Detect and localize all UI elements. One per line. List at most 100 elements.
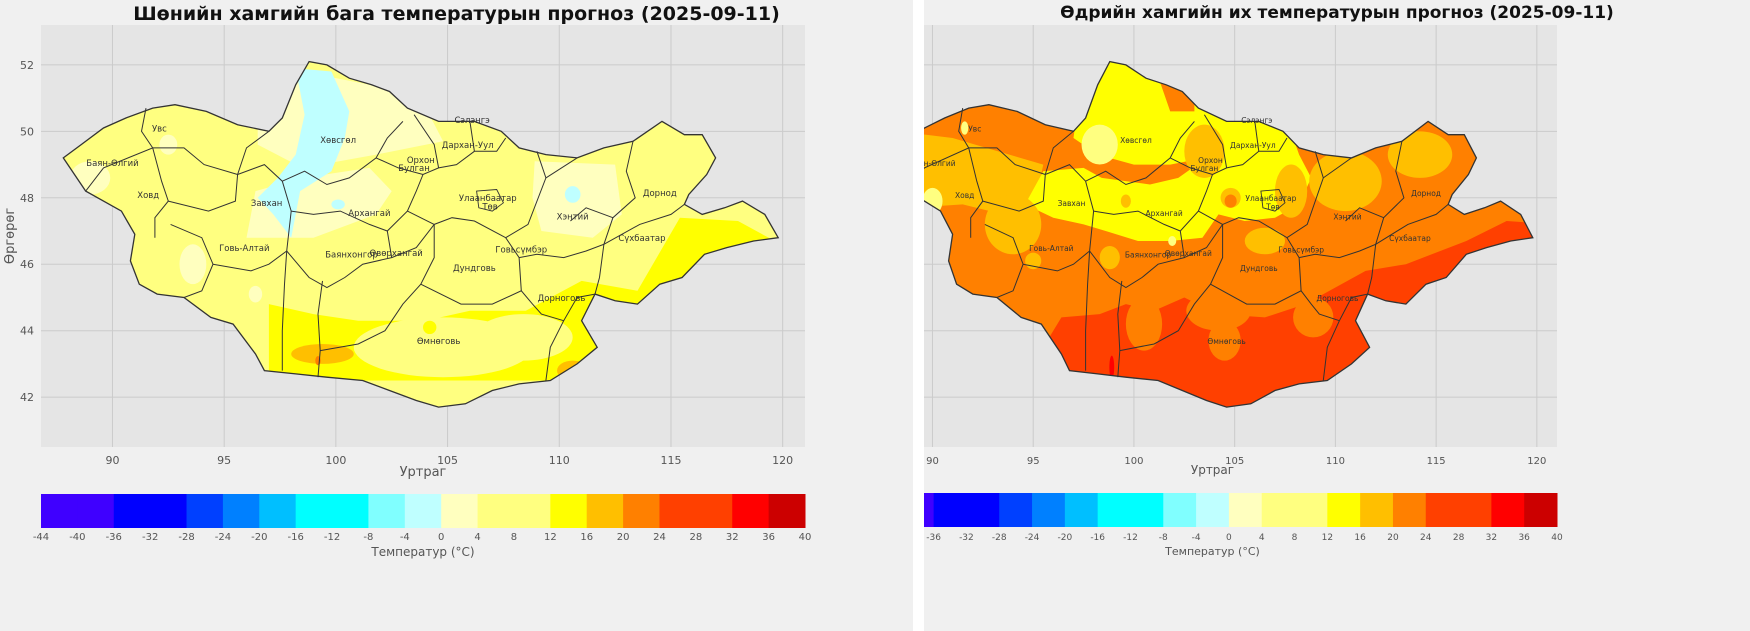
region-label: Завхан <box>251 199 282 209</box>
x-axis-label: Уртраг <box>400 465 447 480</box>
province-border <box>469 121 475 152</box>
region-label: Хэнтий <box>1333 212 1361 221</box>
colorbar-tick-label: -8 <box>1159 533 1168 543</box>
temperature-zone <box>984 194 1042 255</box>
province-border <box>984 223 1024 298</box>
region-label: Сүхбаатар <box>1389 234 1431 243</box>
region-label: Говь-Алтай <box>219 244 269 254</box>
region-label: Төв <box>481 202 497 212</box>
province-border <box>570 207 614 222</box>
province-border <box>317 280 323 378</box>
colorbar-segment <box>1360 493 1394 527</box>
region-label: Архангай <box>348 209 390 219</box>
temperature-zone <box>924 131 1044 215</box>
province-border <box>519 243 605 295</box>
colorbar-tick-label: 24 <box>653 532 666 543</box>
colorbar-segment <box>1327 493 1361 527</box>
province-border <box>1093 174 1213 232</box>
temperature-zone <box>564 186 581 203</box>
province-border <box>1184 224 1224 259</box>
y-tick-label: 42 <box>20 391 34 404</box>
colorbar-tick-label: -44 <box>33 532 49 543</box>
province-border <box>603 203 685 245</box>
temperature-zone <box>331 247 386 301</box>
province-border <box>1286 237 1302 291</box>
colorbar-segment <box>1392 493 1427 527</box>
colorbar-segment <box>550 494 588 528</box>
colorbar-tick-label: 4 <box>474 532 480 543</box>
colorbar-segment <box>623 494 660 528</box>
colorbar-tick-label: 0 <box>438 532 444 543</box>
colorbar-segment <box>999 493 1033 527</box>
province-border <box>1085 121 1195 186</box>
colorbar-tick-label: -32 <box>142 532 158 543</box>
colorbar-segment <box>186 494 224 528</box>
temperature-zone <box>159 134 178 155</box>
province-border <box>968 147 984 238</box>
colorbar-tick-label: 32 <box>726 532 739 543</box>
temperature-zone <box>291 343 354 364</box>
x-tick-label: 115 <box>660 454 681 467</box>
colorbar-tick-label: -16 <box>1090 533 1105 543</box>
colorbar-label: Температур (°C) <box>370 545 474 559</box>
colorbar-tick-label: 16 <box>580 532 593 543</box>
colorbar-segment <box>113 494 151 528</box>
colorbar-tick-label: -4 <box>400 532 410 543</box>
ulaanbaatar-border <box>476 189 504 212</box>
region-label: Дорноговь <box>1316 294 1358 303</box>
region-label: Дархан-Уул <box>1230 141 1276 150</box>
colorbar-segment <box>924 493 935 527</box>
colorbar-tick-label: 20 <box>1387 533 1399 543</box>
region-label: Дорноговь <box>538 294 586 304</box>
colorbar-segment <box>1228 493 1263 527</box>
temperature-zone <box>1293 297 1334 338</box>
region-label: Завхан <box>1058 199 1086 208</box>
colorbar-tick-label: -28 <box>992 533 1007 543</box>
region-label: Улаанбаатар <box>459 194 517 204</box>
colorbar-segment <box>477 494 515 528</box>
colorbar-tick-label: 8 <box>1292 533 1298 543</box>
colorbar-segment <box>1261 493 1296 527</box>
x-tick-label: 100 <box>1124 456 1143 467</box>
province-border <box>1023 211 1095 272</box>
colorbar-segment <box>695 494 733 528</box>
colorbar-segment <box>222 494 260 528</box>
x-axis-label: Уртраг <box>1191 463 1234 477</box>
colorbar-tick-label: 12 <box>1322 533 1333 543</box>
chart-title: Шөнийн хамгийн бага температурын прогноз… <box>133 3 780 25</box>
x-tick-label: 120 <box>1527 456 1546 467</box>
colorbar-tick-label: 0 <box>1226 533 1232 543</box>
colorbar-segment <box>1294 493 1328 527</box>
temperature-zone <box>248 285 263 303</box>
min-temperature-panel: Шөнийн хамгийн бага температурын прогноз… <box>0 0 913 631</box>
country-border <box>924 60 1534 408</box>
colorbar-segment <box>659 494 697 528</box>
min-temperature-map-chart: Увс Баян-Өлгий Ховд Хөвсгөл Сэлэнгэ Дархан-Уу… <box>3 25 811 559</box>
province-border <box>85 147 238 192</box>
province-border <box>407 151 547 239</box>
temperature-zone <box>961 121 969 135</box>
province-border <box>1169 137 1288 176</box>
temperature-zone <box>1025 114 1312 241</box>
colorbar-tick-label: 28 <box>1453 533 1465 543</box>
colorbar-segment <box>368 494 406 528</box>
temperature-zone <box>1120 194 1131 208</box>
colorbar-segment <box>1032 493 1066 527</box>
colorbar-tick-label: -12 <box>1123 533 1138 543</box>
colorbar-tick-label: 16 <box>1354 533 1366 543</box>
colorbar-segment <box>1491 493 1525 527</box>
colorbar-segment <box>1425 493 1460 527</box>
colorbar-segment <box>259 494 297 528</box>
province-border <box>1375 204 1449 245</box>
colorbar-tick-label: 24 <box>1420 533 1432 543</box>
colorbar-segment <box>966 493 1000 527</box>
temperature-zone <box>1168 236 1177 246</box>
region-label: Булган <box>398 164 430 174</box>
colorbar-tick-label: -36 <box>926 533 941 543</box>
max-temperature-panel: Өдрийн хамгийн их температурын прогноз (… <box>924 0 1750 631</box>
province-border <box>958 108 970 149</box>
y-tick-label: 44 <box>20 325 34 338</box>
temperature-zone <box>1186 290 1251 331</box>
colorbar-segment <box>1097 493 1131 527</box>
province-border <box>1119 224 1224 352</box>
